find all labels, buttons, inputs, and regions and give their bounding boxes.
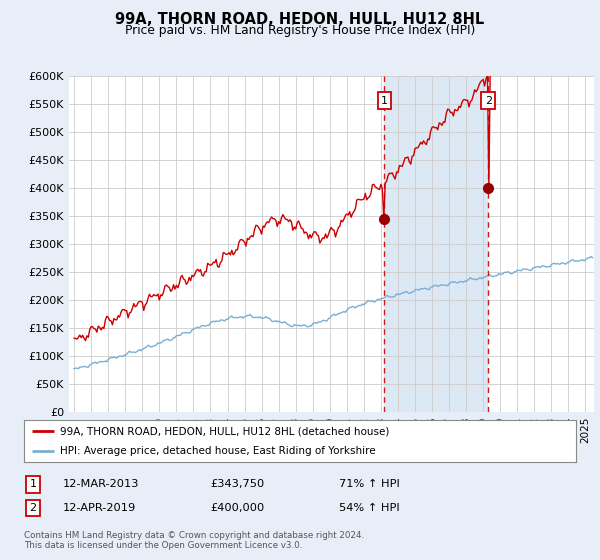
Text: 12-APR-2019: 12-APR-2019 [63,503,136,513]
Text: HPI: Average price, detached house, East Riding of Yorkshire: HPI: Average price, detached house, East… [60,446,376,456]
Text: 99A, THORN ROAD, HEDON, HULL, HU12 8HL: 99A, THORN ROAD, HEDON, HULL, HU12 8HL [115,12,485,27]
Text: Price paid vs. HM Land Registry's House Price Index (HPI): Price paid vs. HM Land Registry's House … [125,24,475,37]
Text: 2: 2 [485,96,492,106]
Text: Contains HM Land Registry data © Crown copyright and database right 2024.
This d: Contains HM Land Registry data © Crown c… [24,531,364,550]
Text: 12-MAR-2013: 12-MAR-2013 [63,479,139,489]
Text: 1: 1 [381,96,388,106]
Text: 71% ↑ HPI: 71% ↑ HPI [339,479,400,489]
Text: 2: 2 [29,503,37,513]
Text: 54% ↑ HPI: 54% ↑ HPI [339,503,400,513]
Text: £400,000: £400,000 [210,503,264,513]
Bar [385,76,488,412]
Text: £343,750: £343,750 [210,479,264,489]
Text: 99A, THORN ROAD, HEDON, HULL, HU12 8HL (detached house): 99A, THORN ROAD, HEDON, HULL, HU12 8HL (… [60,426,389,436]
Text: 1: 1 [29,479,37,489]
